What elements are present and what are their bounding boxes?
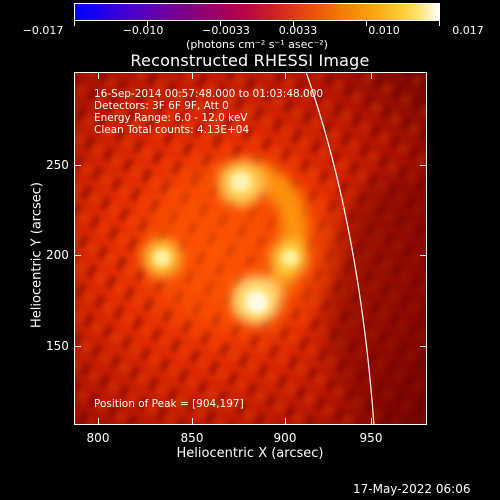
y-tick [74,255,81,256]
rhessi-image [74,72,427,425]
y-tick [420,346,427,347]
y-tick-label: 250 [46,158,69,172]
colorbar-tick [439,21,440,26]
x-tick [192,72,193,79]
colorbar-tick-label: 0.0033 [278,24,318,37]
info-peak-position: Position of Peak = [904,197] [94,398,244,410]
colorbar-tick-label: 0.017 [452,24,484,37]
info-time-range: 16-Sep-2014 00:57:48.000 to 01:03:48.000 [94,88,324,100]
x-axis-title: Heliocentric X (arcsec) [176,446,324,461]
colorbar [74,3,440,21]
colorbar-tick-label: −0.017 [22,24,64,37]
colorbar-tick-label: −0.010 [122,24,164,37]
image-title: Reconstructed RHESSI Image [130,51,370,70]
x-tick-label: 850 [180,431,204,445]
x-tick [285,72,286,79]
y-tick [74,165,81,166]
colorbar-unit-label: (photons cm⁻² s⁻¹ asec⁻²) [186,38,328,51]
colorbar-tick-label: 0.010 [368,24,400,37]
x-tick [192,418,193,425]
x-tick-label: 800 [86,431,110,445]
x-tick [371,418,372,425]
colorbar-tick [220,21,221,26]
footer-timestamp: 17-May-2022 06:06 [353,482,471,496]
x-tick-label: 900 [273,431,297,445]
x-tick [98,72,99,79]
x-tick-label: 950 [359,431,383,445]
x-tick [98,418,99,425]
y-tick-label: 200 [46,248,69,262]
info-total-counts: Clean Total counts: 4.13E+04 [94,124,250,136]
y-tick [420,165,427,166]
info-detectors: Detectors: 3F 6F 9F, Att 0 [94,100,229,112]
y-tick [74,346,81,347]
y-axis-title: Heliocentric Y (arcsec) [29,182,45,328]
colorbar-tick [366,21,367,26]
x-tick [371,72,372,79]
y-tick [420,255,427,256]
solar-limb-line [305,72,375,425]
y-tick-label: 150 [46,339,69,353]
colorbar-tick [74,21,75,26]
colorbar-tick [293,21,294,26]
colorbar-tick-label: −0.0033 [202,24,250,37]
rhessi-image-canvas [74,72,427,425]
colorbar-tick [147,21,148,26]
x-tick [285,418,286,425]
info-energy-range: Energy Range: 6.0 - 12.0 keV [94,112,248,124]
